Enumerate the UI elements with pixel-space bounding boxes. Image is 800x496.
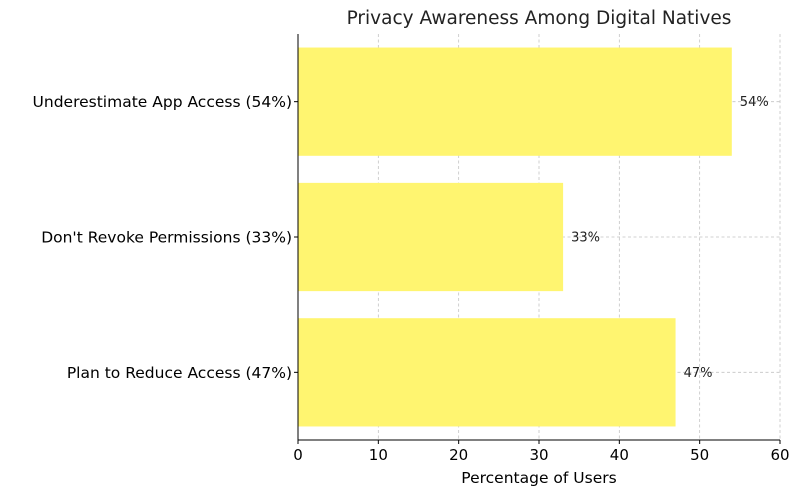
x-tick-label-6: 60	[770, 446, 789, 464]
bar-1	[298, 182, 564, 292]
bar-0	[298, 47, 732, 156]
category-label-1: Don't Revoke Permissions (33%)	[41, 229, 292, 247]
x-tick-label-0: 0	[293, 446, 303, 464]
x-tick-label-3: 30	[529, 446, 548, 464]
data-label-0: 54%	[740, 95, 769, 110]
bar-2	[298, 318, 676, 427]
x-tick-label-4: 40	[610, 446, 629, 464]
axes: Underestimate App Access (54%) Don't Revo…	[33, 34, 790, 464]
bars	[298, 47, 732, 427]
x-axis-label: Percentage of Users	[461, 469, 616, 487]
category-label-0: Underestimate App Access (54%)	[33, 93, 292, 111]
category-label-2: Plan to Reduce Access (47%)	[67, 364, 292, 382]
x-tick-label-5: 50	[690, 446, 709, 464]
x-tick-label-2: 20	[449, 446, 468, 464]
x-tick-label-1: 10	[369, 446, 388, 464]
data-labels: 54% 33% 47%	[571, 95, 769, 381]
data-label-1: 33%	[571, 231, 600, 246]
chart-title: Privacy Awareness Among Digital Natives	[347, 8, 732, 29]
data-label-2: 47%	[684, 366, 713, 381]
